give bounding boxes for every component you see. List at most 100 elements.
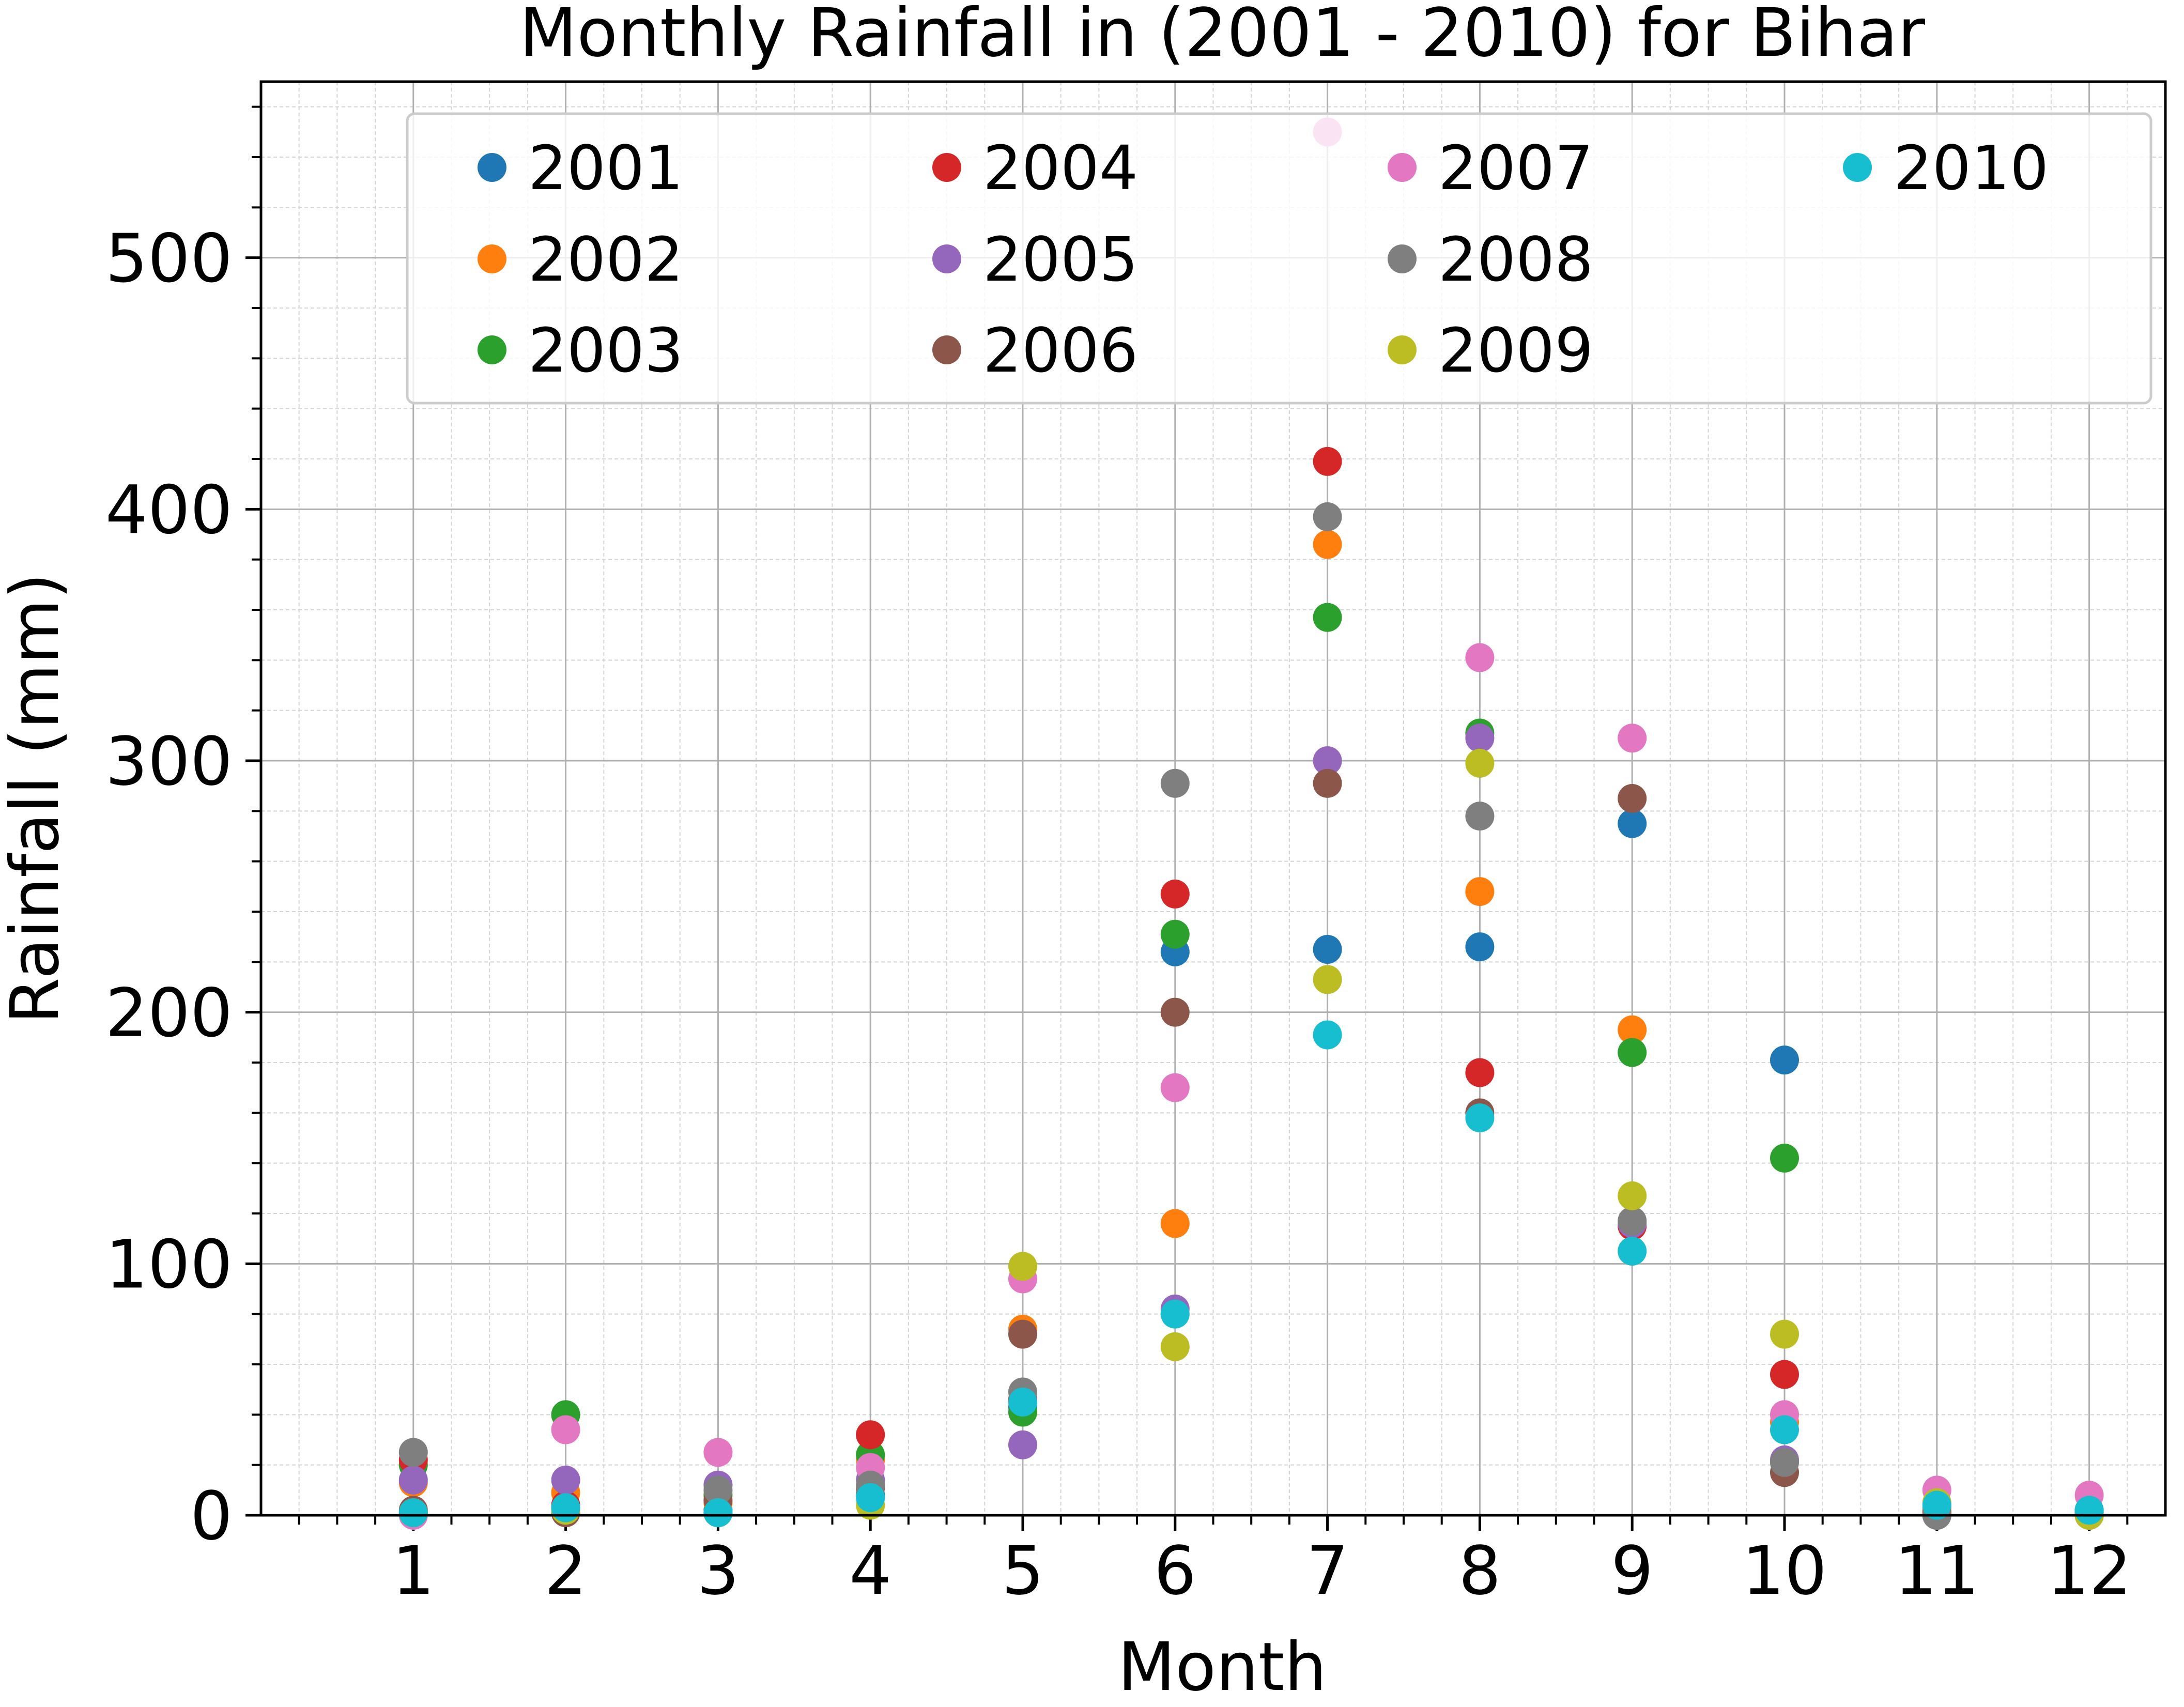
x-tick-label: 9 xyxy=(1611,1532,1653,1610)
legend-label: 2010 xyxy=(1894,132,2049,204)
x-tick-label: 3 xyxy=(697,1532,739,1610)
data-point-2010 xyxy=(1313,1020,1342,1050)
x-tick-label: 1 xyxy=(392,1532,435,1610)
legend-label: 2002 xyxy=(528,224,683,295)
data-point-2009 xyxy=(1770,1319,1799,1349)
data-points xyxy=(398,117,2104,1530)
data-point-2009 xyxy=(1313,965,1342,994)
x-tick-label: 12 xyxy=(2047,1532,2132,1610)
data-point-2010 xyxy=(2074,1496,2104,1525)
y-tick-label: 200 xyxy=(105,975,233,1052)
legend-marker-2009 xyxy=(1388,335,1417,364)
legend-label: 2007 xyxy=(1438,132,1593,204)
data-point-2001 xyxy=(1618,809,1647,838)
data-point-2005 xyxy=(1313,746,1342,775)
data-point-2008 xyxy=(1465,802,1495,831)
data-point-2008 xyxy=(1160,768,1190,798)
data-point-2010 xyxy=(398,1498,428,1528)
x-tick-label: 8 xyxy=(1458,1532,1501,1610)
data-point-2002 xyxy=(1465,877,1495,906)
data-point-2005 xyxy=(1465,724,1495,753)
data-point-2008 xyxy=(1618,1206,1647,1236)
data-point-2008 xyxy=(1770,1448,1799,1477)
data-point-2010 xyxy=(1160,1299,1190,1329)
x-axis-label: Month xyxy=(1118,1628,1327,1706)
data-point-2010 xyxy=(551,1493,580,1523)
data-point-2007 xyxy=(1465,643,1495,672)
data-point-2004 xyxy=(1160,879,1190,909)
legend-marker-2008 xyxy=(1388,244,1417,273)
legend-label: 2006 xyxy=(983,315,1138,386)
x-tick-label: 7 xyxy=(1306,1532,1349,1610)
legend-label: 2001 xyxy=(528,132,683,204)
data-point-2009 xyxy=(1008,1252,1037,1281)
data-point-2007 xyxy=(1618,724,1647,753)
legend-label: 2009 xyxy=(1438,315,1593,386)
data-point-2002 xyxy=(1618,1015,1647,1044)
legend-label: 2004 xyxy=(983,132,1138,204)
x-tick-label: 2 xyxy=(545,1532,587,1610)
legend-marker-2005 xyxy=(932,244,961,273)
data-point-2003 xyxy=(1313,603,1342,632)
data-point-2004 xyxy=(1313,447,1342,476)
y-tick-label: 300 xyxy=(105,723,233,801)
data-point-2006 xyxy=(1160,997,1190,1027)
data-point-2009 xyxy=(1160,1332,1190,1361)
data-point-2001 xyxy=(1465,932,1495,962)
data-point-2002 xyxy=(1160,1209,1190,1238)
data-point-2005 xyxy=(1008,1430,1037,1459)
data-point-2003 xyxy=(1160,919,1190,949)
data-point-2008 xyxy=(1313,502,1342,531)
x-tick-label: 5 xyxy=(1002,1532,1044,1610)
data-point-2007 xyxy=(1160,1073,1190,1102)
legend-marker-2007 xyxy=(1388,153,1417,182)
data-point-2010 xyxy=(1618,1237,1647,1266)
data-point-2009 xyxy=(1465,748,1495,778)
data-point-2009 xyxy=(1618,1181,1647,1210)
plot-frame xyxy=(259,80,2167,1517)
legend-label: 2005 xyxy=(983,224,1138,295)
y-tick-label: 400 xyxy=(105,471,233,549)
data-point-2006 xyxy=(1618,784,1647,813)
legend-box xyxy=(406,112,2152,405)
legend-marker-2003 xyxy=(478,335,506,364)
legend-marker-2010 xyxy=(1843,153,1872,182)
data-point-2001 xyxy=(1313,935,1342,964)
x-tick-label: 10 xyxy=(1742,1532,1827,1610)
y-tick-label: 0 xyxy=(190,1478,233,1555)
data-point-2010 xyxy=(1465,1103,1495,1133)
data-point-2007 xyxy=(551,1415,580,1444)
data-point-2006 xyxy=(1313,768,1342,798)
data-point-2001 xyxy=(1770,1045,1799,1075)
data-point-2007 xyxy=(703,1438,733,1467)
y-tick-label: 500 xyxy=(105,220,233,298)
legend-marker-2001 xyxy=(478,153,506,182)
legend-label: 2008 xyxy=(1438,224,1593,295)
data-point-2005 xyxy=(398,1465,428,1495)
data-point-2004 xyxy=(1770,1360,1799,1389)
chart-title: Monthly Rainfall in (2001 - 2010) for Bi… xyxy=(519,0,1926,72)
x-tick-label: 4 xyxy=(849,1532,891,1610)
legend: 2001 2002 2003 2004 2005 2006 2007 2008 2009 2010 xyxy=(406,112,2152,405)
y-tick-label: 100 xyxy=(105,1226,233,1303)
data-point-2004 xyxy=(1465,1058,1495,1087)
legend-marker-2004 xyxy=(932,153,961,182)
data-point-2002 xyxy=(1313,530,1342,559)
data-point-2010 xyxy=(1008,1388,1037,1417)
legend-label: 2003 xyxy=(528,315,683,386)
x-tick-label: 6 xyxy=(1154,1532,1196,1610)
data-point-2010 xyxy=(1922,1490,1951,1520)
data-point-2010 xyxy=(703,1498,733,1528)
data-point-2006 xyxy=(1008,1319,1037,1349)
legend-marker-2006 xyxy=(932,335,961,364)
x-tick-label: 11 xyxy=(1895,1532,1979,1610)
data-point-2008 xyxy=(398,1438,428,1467)
data-point-2004 xyxy=(856,1420,885,1450)
data-point-2003 xyxy=(1770,1143,1799,1173)
data-point-2010 xyxy=(856,1483,885,1512)
data-point-2010 xyxy=(1770,1415,1799,1444)
data-point-2005 xyxy=(551,1465,580,1495)
